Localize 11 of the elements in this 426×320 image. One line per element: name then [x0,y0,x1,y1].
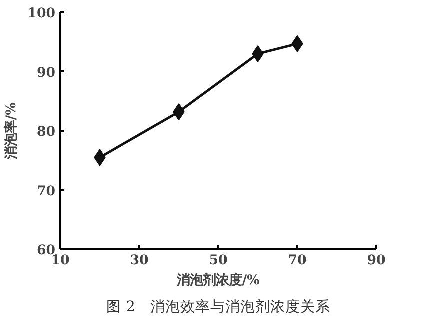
y-tick-label: 90 [36,64,56,81]
x-tick-label: 70 [288,252,307,268]
x-tick-label: 90 [367,252,386,268]
y-axis-title: 消泡率/% [4,102,20,160]
caption: 图 2 消泡效率与消泡剂浓度关系 [106,298,330,316]
y-tick-label: 100 [28,6,56,22]
y-tick-label: 80 [36,124,56,140]
y-tick-label: 70 [36,183,56,200]
x-tick-label: 50 [209,252,228,268]
x-tick-label: 30 [130,252,149,268]
x-axis-title: 消泡剂浓度/% [176,272,260,288]
